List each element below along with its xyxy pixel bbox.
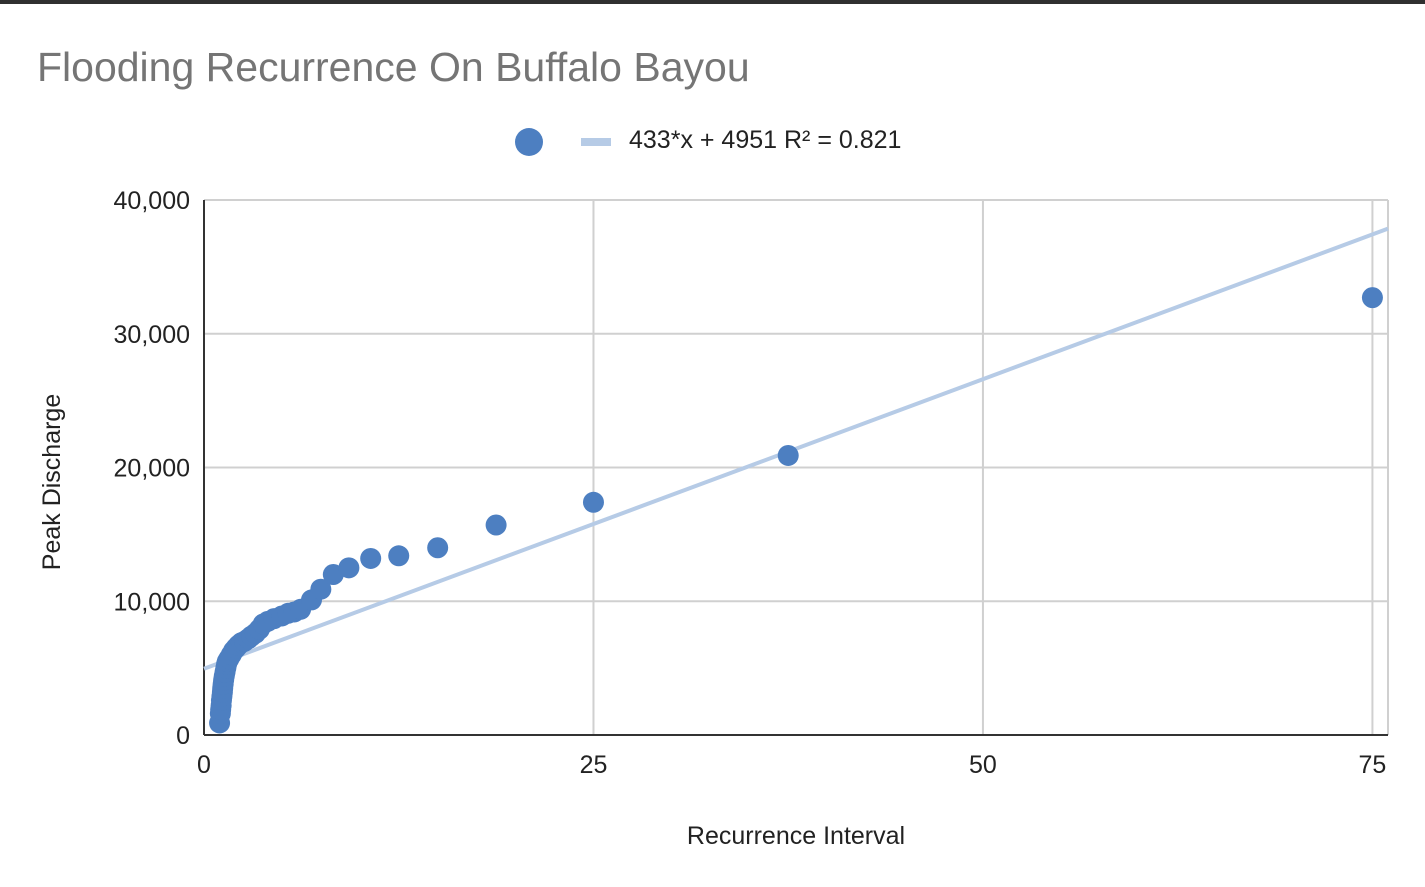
data-points [209,287,1383,734]
legend-marker-trendline [581,138,611,146]
y-tick-label: 40,000 [114,187,190,215]
x-tick-label: 50 [969,751,997,779]
y-tick-label: 20,000 [114,455,190,483]
data-point [388,545,410,567]
axes [203,200,1388,736]
x-tick-label: 75 [1359,751,1387,779]
data-point [582,491,604,513]
gridlines [204,199,1389,735]
data-point [777,444,799,466]
tick-labels: 0 10,000 20,000 30,000 40,000 0 25 50 75 [114,187,1387,779]
x-axis-title: Recurrence Interval [687,822,905,850]
legend-label-trendline: 433*x + 4951 R² = 0.821 [629,126,902,154]
legend-marker-points [515,128,543,156]
x-tick-label: 25 [580,751,608,779]
y-tick-label: 30,000 [114,321,190,349]
y-tick-label: 10,000 [114,588,190,616]
data-point [360,547,382,569]
data-point [427,537,449,559]
legend: 433*x + 4951 R² = 0.821 [0,118,1425,164]
data-point [485,514,507,536]
chart-title: Flooding Recurrence On Buffalo Bayou [37,44,750,90]
top-border [0,0,1425,4]
data-point [310,578,332,600]
y-tick-label: 0 [176,722,190,750]
y-axis-title: Peak Discharge [38,394,66,570]
data-point [338,557,360,579]
data-point [1361,287,1383,309]
x-tick-label: 0 [197,751,211,779]
